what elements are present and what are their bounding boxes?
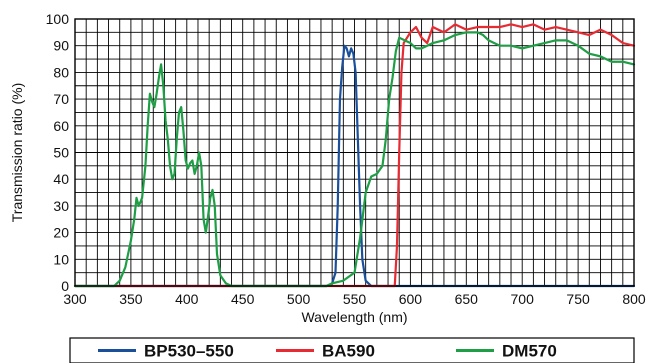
y-tick-label: 30 bbox=[53, 198, 69, 214]
legend-label-3: DM570 bbox=[502, 342, 557, 361]
x-tick-label: 600 bbox=[399, 291, 423, 307]
y-tick-label: 90 bbox=[53, 38, 69, 54]
y-tick-label: 20 bbox=[53, 225, 69, 241]
series-line-1 bbox=[73, 44, 636, 288]
y-tick-label: 70 bbox=[53, 91, 69, 107]
y-axis-title: Transmission ratio (%) bbox=[9, 83, 25, 223]
x-tick-label: 400 bbox=[175, 291, 199, 307]
y-tick-label: 10 bbox=[53, 251, 69, 267]
legend-label-2: BA590 bbox=[322, 342, 375, 361]
plot-frame bbox=[74, 18, 635, 287]
x-tick-label: 450 bbox=[231, 291, 255, 307]
y-tick-labels: 0 10 20 30 40 50 60 70 80 90 100 bbox=[46, 11, 70, 294]
grid-lines bbox=[74, 18, 635, 287]
series-line-2 bbox=[73, 23, 636, 288]
y-tick-label: 50 bbox=[53, 145, 69, 161]
legend-box bbox=[69, 337, 635, 363]
series-lines bbox=[73, 23, 636, 288]
y-tick-label: 100 bbox=[46, 11, 70, 27]
legend: BP530–550 BA590 DM570 bbox=[69, 337, 635, 363]
series-line-3 bbox=[73, 31, 636, 288]
x-tick-label: 800 bbox=[622, 291, 646, 307]
x-tick-label: 750 bbox=[566, 291, 590, 307]
x-tick-label: 300 bbox=[63, 291, 87, 307]
y-tick-label: 60 bbox=[53, 118, 69, 134]
x-tick-label: 350 bbox=[119, 291, 143, 307]
x-tick-labels: 300 350 400 450 500 550 600 650 700 750 800 bbox=[63, 291, 646, 307]
legend-label-1: BP530–550 bbox=[144, 342, 234, 361]
x-tick-label: 700 bbox=[511, 291, 535, 307]
x-tick-label: 500 bbox=[287, 291, 311, 307]
y-tick-label: 0 bbox=[61, 278, 69, 294]
y-tick-label: 80 bbox=[53, 64, 69, 80]
x-tick-label: 650 bbox=[455, 291, 479, 307]
x-axis-title: Wavelength (nm) bbox=[301, 309, 407, 325]
y-tick-label: 40 bbox=[53, 171, 69, 187]
x-tick-label: 550 bbox=[343, 291, 367, 307]
